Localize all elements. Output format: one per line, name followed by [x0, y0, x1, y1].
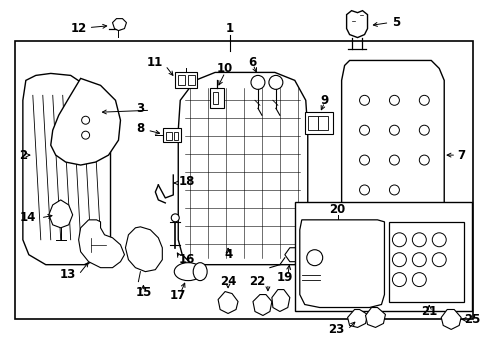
Circle shape: [411, 273, 426, 287]
Circle shape: [419, 155, 428, 165]
Circle shape: [392, 233, 406, 247]
Circle shape: [306, 250, 322, 266]
Text: 9: 9: [320, 94, 328, 107]
Polygon shape: [285, 248, 301, 262]
Text: 19: 19: [276, 271, 292, 284]
Text: 15: 15: [135, 286, 151, 299]
Bar: [175, 72, 197, 88]
Circle shape: [268, 75, 282, 89]
Text: 7: 7: [456, 149, 465, 162]
Text: 12: 12: [70, 22, 86, 35]
Circle shape: [81, 131, 89, 139]
Text: 8: 8: [136, 122, 144, 135]
Polygon shape: [125, 227, 162, 272]
Polygon shape: [79, 220, 124, 268]
Bar: [213, 92, 218, 104]
Text: 18: 18: [178, 175, 194, 189]
Circle shape: [359, 185, 369, 195]
Bar: [178, 75, 185, 85]
Circle shape: [392, 253, 406, 267]
Text: 25: 25: [463, 313, 480, 326]
Polygon shape: [51, 78, 120, 165]
Circle shape: [411, 233, 426, 247]
Polygon shape: [252, 294, 271, 315]
Bar: [304, 112, 332, 134]
Circle shape: [411, 253, 426, 267]
Polygon shape: [347, 310, 367, 328]
Text: 10: 10: [217, 62, 233, 75]
Text: 4: 4: [224, 248, 232, 261]
Text: 23: 23: [327, 323, 344, 336]
Circle shape: [81, 116, 89, 124]
Bar: [307, 116, 317, 130]
Text: 13: 13: [59, 268, 76, 281]
Text: 14: 14: [20, 211, 36, 224]
Bar: [174, 132, 178, 140]
Bar: [15, 41, 472, 319]
Circle shape: [250, 75, 264, 89]
Polygon shape: [299, 220, 384, 307]
Text: 11: 11: [147, 56, 163, 69]
Polygon shape: [23, 73, 110, 265]
Text: 1: 1: [225, 22, 234, 35]
Circle shape: [388, 185, 399, 195]
Text: 24: 24: [220, 275, 236, 288]
Ellipse shape: [174, 263, 202, 280]
Circle shape: [359, 95, 369, 105]
Circle shape: [359, 155, 369, 165]
Circle shape: [431, 233, 446, 247]
Text: 17: 17: [170, 289, 186, 302]
Circle shape: [392, 273, 406, 287]
Polygon shape: [346, 11, 367, 37]
Bar: [166, 132, 172, 140]
Polygon shape: [341, 60, 443, 230]
Text: 22: 22: [248, 275, 264, 288]
Polygon shape: [49, 200, 73, 228]
Text: 16: 16: [178, 253, 194, 266]
Circle shape: [388, 155, 399, 165]
Circle shape: [359, 125, 369, 135]
Bar: [188, 75, 195, 85]
Polygon shape: [178, 72, 307, 265]
Text: 6: 6: [247, 56, 256, 69]
Polygon shape: [440, 310, 460, 329]
Polygon shape: [365, 307, 385, 328]
Bar: [317, 116, 327, 130]
Text: 21: 21: [420, 305, 436, 318]
Bar: [388, 222, 463, 302]
Text: 3: 3: [136, 102, 144, 115]
Polygon shape: [218, 292, 238, 314]
Bar: [210, 88, 224, 108]
Text: 5: 5: [392, 16, 400, 29]
Text: 20: 20: [329, 203, 345, 216]
Circle shape: [171, 214, 179, 222]
Bar: [294, 202, 471, 311]
Circle shape: [419, 125, 428, 135]
Polygon shape: [271, 289, 289, 311]
Circle shape: [388, 95, 399, 105]
Circle shape: [419, 95, 428, 105]
Text: 2: 2: [19, 149, 27, 162]
Polygon shape: [112, 19, 126, 31]
Ellipse shape: [193, 263, 207, 280]
Circle shape: [431, 253, 446, 267]
Circle shape: [388, 125, 399, 135]
Bar: [163, 128, 181, 142]
